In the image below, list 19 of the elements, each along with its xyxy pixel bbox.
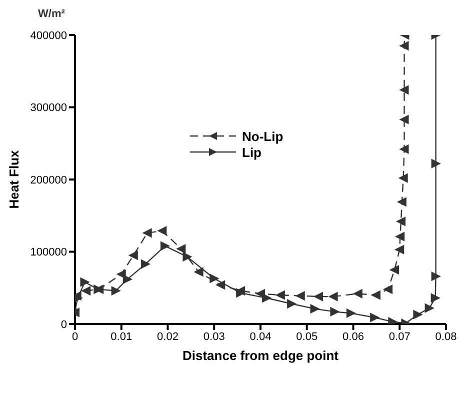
x-tick-label: 0.04 [250, 330, 272, 343]
x-tick-label: 0.01 [110, 330, 132, 343]
y-tick-label: 100000 [30, 246, 67, 259]
x-axis-title: Distance from edge point [182, 348, 340, 363]
x-tick-label: 0.02 [157, 330, 178, 343]
y-axis-title: Heat Flux [6, 149, 22, 209]
y-tick-label: 200000 [30, 174, 67, 186]
y-tick-label: 400000 [30, 30, 67, 42]
x-tick-label: 0.03 [203, 330, 225, 343]
legend-label: No-Lip [242, 128, 284, 144]
x-tick-label: 0.05 [296, 330, 318, 343]
y-tick-label: 0 [60, 318, 67, 331]
x-tick-label: 0.08 [435, 330, 457, 343]
y-tick-label: 300000 [30, 102, 67, 114]
x-tick-label: 0.07 [388, 330, 410, 343]
text: W/m² [38, 8, 65, 20]
x-tick-label: 0.06 [342, 330, 364, 343]
legend-label: Lip [242, 144, 262, 160]
x-tick-label: 0 [72, 330, 78, 343]
